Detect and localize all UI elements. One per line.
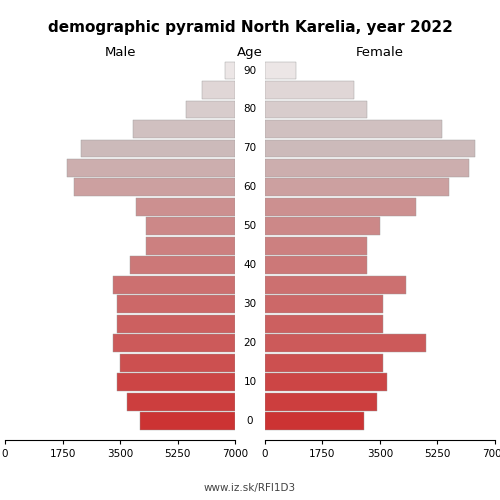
Text: 80: 80	[244, 104, 256, 115]
Bar	[265, 178, 449, 196]
Bar	[265, 62, 296, 80]
Bar	[265, 159, 468, 177]
Title: Age: Age	[237, 46, 263, 59]
Bar	[265, 100, 367, 118]
Bar	[133, 120, 235, 138]
Bar	[265, 374, 386, 392]
Bar	[265, 296, 384, 314]
Bar	[265, 315, 384, 333]
Text: 50: 50	[244, 222, 256, 232]
Bar	[120, 354, 235, 372]
Bar	[225, 62, 235, 80]
Bar	[202, 81, 235, 99]
Bar	[186, 100, 235, 118]
Text: 20: 20	[244, 338, 256, 348]
Bar	[265, 218, 380, 236]
Bar	[136, 198, 235, 216]
Text: 70: 70	[244, 144, 256, 154]
Bar	[114, 276, 235, 294]
Bar	[116, 374, 235, 392]
Bar	[265, 120, 442, 138]
Text: 60: 60	[244, 182, 256, 192]
Bar	[265, 81, 354, 99]
Bar	[265, 198, 416, 216]
Text: www.iz.sk/RFI1D3: www.iz.sk/RFI1D3	[204, 482, 296, 492]
Text: 90: 90	[244, 66, 256, 76]
Bar	[265, 393, 376, 411]
Text: 0: 0	[247, 416, 254, 426]
Bar	[265, 256, 367, 274]
Bar	[130, 256, 235, 274]
Bar	[265, 412, 364, 430]
Bar	[140, 412, 235, 430]
Bar	[265, 140, 476, 158]
Bar	[126, 393, 235, 411]
Title: Male: Male	[104, 46, 136, 59]
Bar	[114, 334, 235, 352]
Bar	[265, 354, 384, 372]
Text: 40: 40	[244, 260, 256, 270]
Text: 10: 10	[244, 378, 256, 388]
Bar	[80, 140, 235, 158]
Bar	[116, 315, 235, 333]
Bar	[146, 218, 235, 236]
Bar	[68, 159, 235, 177]
Bar	[74, 178, 235, 196]
Title: Female: Female	[356, 46, 404, 59]
Bar	[265, 237, 367, 255]
Text: 30: 30	[244, 300, 256, 310]
Bar	[265, 334, 426, 352]
Bar	[265, 276, 406, 294]
Bar	[146, 237, 235, 255]
Bar	[116, 296, 235, 314]
Text: demographic pyramid North Karelia, year 2022: demographic pyramid North Karelia, year …	[48, 20, 452, 35]
